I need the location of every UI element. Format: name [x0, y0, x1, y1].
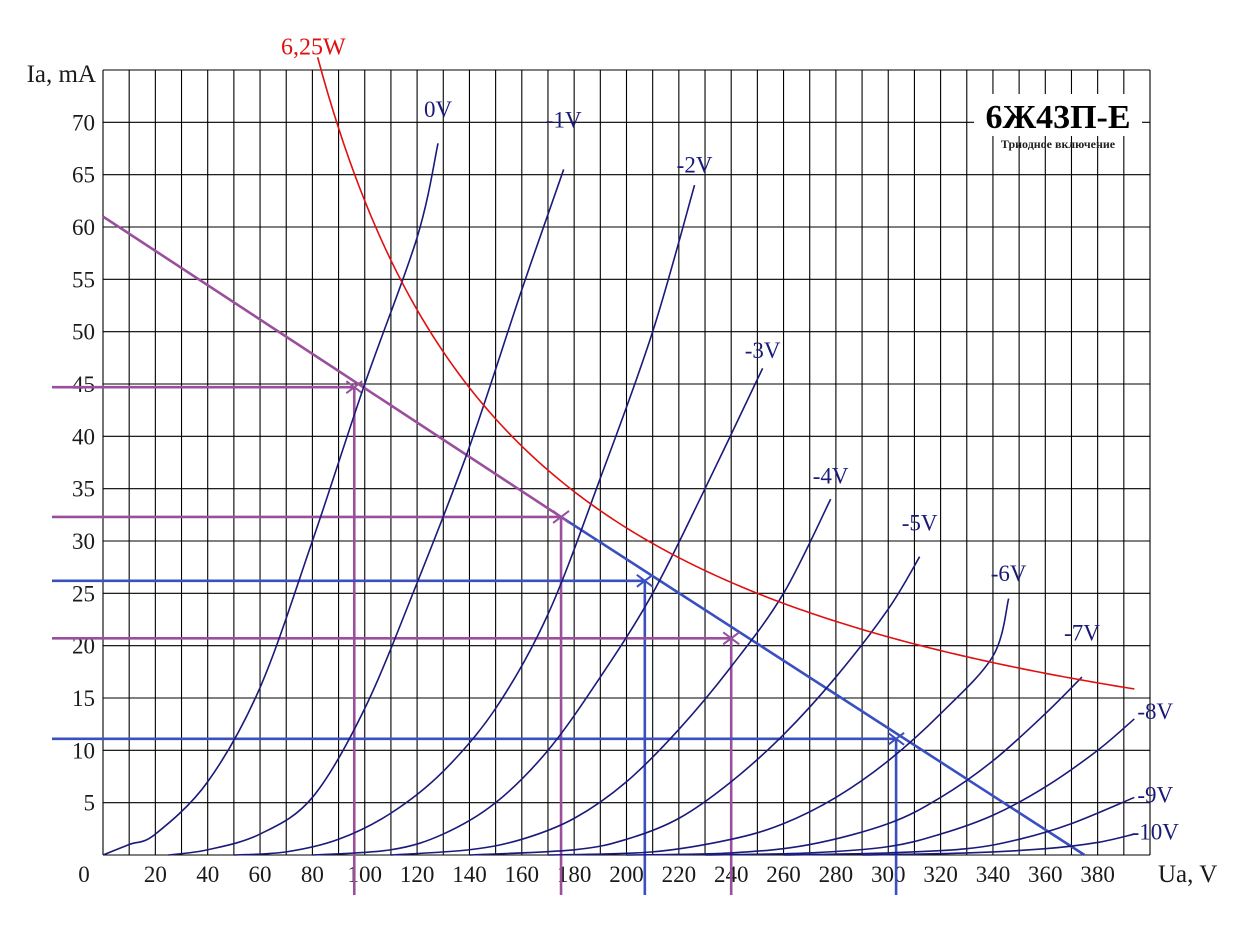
y-tick-label: 35	[72, 477, 95, 502]
x-tick-label: 20	[144, 862, 167, 887]
operating-point-marker	[636, 573, 654, 588]
curve-label: -5V	[902, 511, 938, 536]
x-tick-label: 40	[196, 862, 219, 887]
grid-voltage-curve	[783, 796, 1135, 856]
y-axis-label: Ia, mA	[27, 61, 96, 88]
x-tick-label: 280	[819, 862, 854, 887]
x-tick-label: 300	[871, 862, 906, 887]
curve-label: -4V	[813, 463, 849, 488]
grid-voltage-curve	[862, 833, 1135, 856]
x-tick-label: 0	[78, 862, 90, 887]
operating-point-marker	[552, 510, 570, 524]
x-tick-label: 120	[400, 862, 435, 887]
curve-label: -8V	[1137, 699, 1173, 724]
grid	[102, 69, 1151, 856]
curve-label: -6V	[991, 561, 1027, 586]
load-lines	[52, 215, 1086, 895]
grid-voltage-curve	[312, 367, 764, 856]
grid-voltage-curve	[102, 143, 439, 856]
curve-label: -7V	[1064, 620, 1100, 645]
grid-voltage-curve	[233, 184, 696, 856]
y-tick-label: 70	[72, 110, 95, 135]
load-line	[102, 215, 562, 519]
grid-voltage-curve	[390, 498, 832, 856]
curve-labels: 0V -1V -2V -3V -4V -5V -6V -7V -8V -9V -10V 6,25W	[281, 34, 1179, 844]
x-tick-label: 60	[249, 862, 272, 887]
grid-voltage-curve	[626, 676, 1083, 856]
power-limit-curve	[316, 57, 1135, 690]
chart-title: 6Ж43П-Е	[985, 99, 1130, 136]
power-limit	[316, 57, 1135, 690]
x-tick-label: 160	[505, 862, 540, 887]
curve-label: 0V	[424, 97, 453, 122]
grid-voltage-curve	[547, 598, 1010, 856]
curve-label: -3V	[745, 338, 781, 363]
y-tick-label: 25	[72, 581, 95, 606]
y-tick-label: 45	[72, 372, 95, 397]
x-tick-label: 180	[557, 862, 592, 887]
x-tick-label: 220	[662, 862, 697, 887]
x-tick-label: 100	[348, 862, 383, 887]
y-tick-label: 30	[72, 529, 95, 554]
curve-label: -9V	[1137, 783, 1173, 808]
x-tick-label: 340	[976, 862, 1011, 887]
operating-point-marker	[722, 631, 740, 646]
y-tick-label: 60	[72, 215, 95, 240]
power-limit-label: 6,25W	[281, 34, 346, 60]
operating-point-marker	[345, 380, 363, 394]
x-tick-label: 380	[1080, 862, 1115, 887]
curve-label: -10V	[1132, 819, 1180, 844]
curve-label: -1V	[546, 108, 582, 133]
x-tick-label: 360	[1028, 862, 1063, 887]
chart-subtitle: Триодное включение	[1001, 137, 1116, 151]
y-tick-label: 10	[72, 738, 95, 763]
grid-voltage-curve	[168, 169, 565, 856]
x-tick-label: 260	[766, 862, 801, 887]
characteristic-curves	[102, 143, 1135, 856]
y-tick-label: 40	[72, 424, 95, 449]
operating-point-marker	[887, 732, 905, 746]
title-backdrop	[974, 94, 1142, 136]
y-tick-label: 5	[84, 791, 96, 816]
x-axis-label: Ua, V	[1158, 861, 1217, 888]
y-tick-label: 55	[72, 267, 95, 292]
y-tick-label: 50	[72, 320, 95, 345]
grid-voltage-curve	[469, 556, 921, 856]
grid-voltage-curve	[705, 718, 1135, 856]
x-tick-label: 140	[452, 862, 487, 887]
x-tick-label: 200	[609, 862, 644, 887]
load-line	[560, 515, 1086, 857]
x-tick-label: 320	[923, 862, 958, 887]
tick-labels: 0 20 40 60 80 100 120 140 160 180 200 220 240 260 280 3…	[72, 110, 1115, 887]
curve-label: -2V	[677, 153, 713, 178]
x-tick-label: 80	[301, 862, 324, 887]
y-tick-label: 15	[72, 686, 95, 711]
y-tick-label: 65	[72, 163, 95, 188]
y-tick-label: 20	[72, 634, 95, 659]
